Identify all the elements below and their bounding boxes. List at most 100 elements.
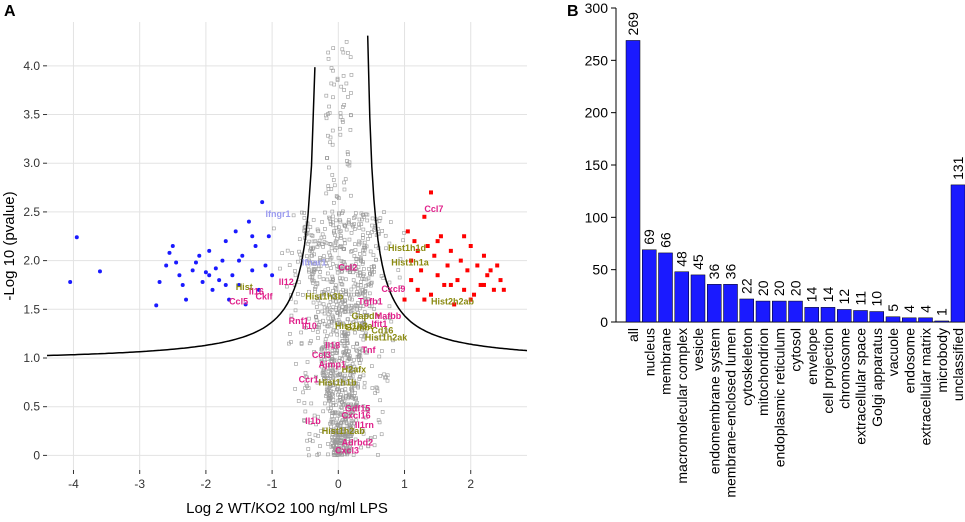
gene-point [324, 116, 329, 121]
gene-point [336, 450, 340, 455]
gene-point [305, 438, 309, 443]
gene-point [363, 289, 367, 294]
upregulated-point [468, 297, 473, 302]
gene-point [330, 437, 335, 442]
gene-point [335, 387, 340, 391]
upregulated-point [455, 278, 460, 283]
y-tick-label: 0 [33, 448, 40, 462]
gene-point [351, 278, 356, 282]
gene-point [327, 293, 331, 298]
upregulated-point [409, 278, 414, 283]
threshold-curve-right [366, 35, 528, 352]
gene-point [345, 341, 350, 345]
gene-point [352, 254, 357, 258]
gene-point [310, 234, 315, 238]
gene-point [361, 267, 366, 271]
gene-point [302, 419, 307, 423]
x-tick-label: -1 [267, 477, 278, 491]
bar [902, 317, 917, 323]
gene-point [339, 420, 344, 425]
gene-point [354, 303, 358, 308]
gene-point [333, 248, 338, 253]
gene-point [312, 268, 317, 273]
gene-point [325, 307, 330, 312]
upregulated-point [415, 248, 420, 253]
gene-point [339, 270, 344, 274]
gene-point [313, 287, 317, 291]
gene-point [358, 240, 363, 245]
gene-point [343, 299, 347, 304]
gene-point [338, 115, 343, 119]
gene-point [334, 403, 338, 407]
gene-point [330, 128, 335, 133]
gene-point [346, 95, 350, 99]
gene-point [319, 364, 324, 369]
gene-point [304, 326, 308, 330]
gene-point [329, 359, 334, 363]
gene-point [344, 413, 348, 417]
gene-point [303, 371, 308, 375]
downregulated-point [167, 250, 172, 255]
gene-point [371, 253, 376, 258]
gene-point [334, 451, 338, 456]
gene-label: Ccl2 [338, 262, 357, 272]
gene-label: Tnf [361, 345, 376, 355]
gene-point [347, 218, 351, 222]
y-tick-label: 2.0 [23, 254, 40, 268]
gene-point [342, 350, 347, 354]
gene-point [331, 178, 336, 182]
gene-point [342, 434, 347, 439]
y-tick-label: 0.5 [23, 400, 40, 414]
gene-point [360, 287, 364, 292]
gene-point [354, 418, 359, 423]
bar-value-label: 14 [820, 287, 836, 303]
gene-point [314, 324, 319, 329]
upregulated-point [465, 268, 470, 273]
gene-point [349, 421, 354, 425]
gene-point [349, 365, 353, 370]
gene-point [332, 429, 336, 434]
bar-value-label: 1 [934, 308, 950, 316]
downregulated-point [223, 239, 228, 244]
gene-point [346, 51, 350, 55]
gene-point [330, 351, 335, 356]
gene-point [312, 413, 317, 418]
gene-point [345, 403, 350, 408]
gene-point [333, 368, 338, 373]
bar-category-label: endoplasmic reticulum [771, 328, 787, 467]
upregulated-point [475, 263, 480, 268]
gene-point [315, 380, 320, 385]
gene-point [297, 237, 302, 241]
gene-point [367, 304, 372, 308]
gene-point [305, 384, 309, 389]
gene-point [291, 213, 296, 218]
gene-point [346, 349, 351, 353]
gene-point [338, 132, 343, 137]
gene-point [338, 126, 342, 131]
bar-value-label: 22 [739, 278, 755, 294]
gene-point [366, 444, 370, 448]
gene-point [325, 334, 329, 338]
upregulated-point [435, 273, 440, 278]
bar-category-label: macromolecular complex [674, 328, 690, 484]
gene-point [321, 277, 326, 282]
bar-category-label: membrane [658, 328, 674, 395]
downregulated-point [154, 303, 159, 308]
gene-point [317, 264, 321, 269]
gene-point [307, 269, 311, 274]
gene-point [315, 296, 319, 301]
gene-point [325, 392, 329, 396]
gene-point [294, 362, 298, 366]
gene-point [396, 268, 401, 272]
gene-point [310, 277, 314, 282]
gene-point [391, 348, 395, 353]
upregulated-point [495, 263, 500, 268]
gene-point [340, 382, 345, 386]
gene-point [380, 410, 385, 414]
upregulated-point [405, 229, 410, 234]
gene-point [346, 220, 351, 225]
gene-point [325, 258, 330, 262]
gene-point [339, 259, 344, 263]
gene-point [342, 187, 347, 192]
gene-point [310, 253, 314, 258]
